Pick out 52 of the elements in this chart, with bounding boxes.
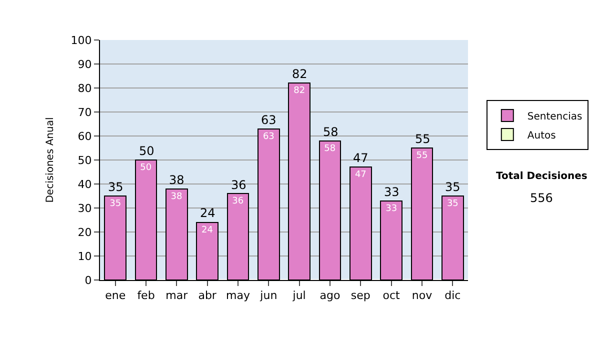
y-tick-label: 100	[70, 34, 92, 47]
total-label: 36	[231, 178, 246, 192]
y-tick-label: 0	[84, 274, 92, 287]
total-label: 38	[169, 173, 184, 187]
data-label: 24	[201, 225, 214, 236]
x-tick-label: jun	[259, 289, 278, 302]
y-tick-label: 50	[78, 154, 92, 167]
y-axis-title: Decisiones Anual	[44, 117, 56, 203]
total-label: 33	[384, 185, 400, 199]
data-label: 36	[232, 196, 244, 207]
x-tick-label: may	[226, 289, 250, 302]
data-label: 55	[416, 151, 428, 161]
y-tick-label: 90	[78, 58, 92, 71]
x-tick-label: dic	[444, 289, 461, 302]
total-label: 47	[353, 151, 368, 165]
y-tick-label: 80	[78, 82, 92, 95]
total-label: 82	[292, 67, 308, 81]
x-tick-label: ago	[320, 289, 340, 302]
data-label: 38	[170, 192, 183, 202]
total-label: 24	[200, 206, 216, 220]
x-tick-label: mar	[166, 289, 188, 302]
y-tick-label: 70	[78, 106, 92, 119]
x-tick-label: sep	[350, 289, 370, 302]
data-label: 58	[324, 144, 336, 154]
x-tick-label: oct	[382, 289, 401, 302]
data-label: 50	[140, 163, 152, 173]
legend-label: Sentencias	[527, 111, 582, 122]
legend-label: Autos	[527, 130, 556, 142]
data-label: 82	[294, 86, 306, 96]
data-label: 35	[446, 199, 458, 209]
x-tick-label: feb	[137, 289, 155, 302]
y-tick-label: 60	[78, 130, 92, 143]
total-label: 58	[323, 125, 338, 139]
y-tick-label: 40	[78, 178, 92, 191]
data-label: 35	[110, 199, 122, 209]
y-tick-label: 10	[78, 250, 92, 263]
data-label: 33	[386, 204, 398, 214]
x-tick-label: ene	[105, 289, 126, 302]
text: 556	[530, 191, 553, 205]
data-label: 47	[354, 170, 366, 180]
x-tick-label: jul	[292, 289, 306, 302]
total-label: 35	[445, 180, 460, 194]
total-label: 63	[261, 113, 276, 127]
data-label: 63	[262, 132, 274, 142]
text: Total Decisiones	[496, 171, 588, 182]
y-tick-label: 20	[78, 226, 92, 239]
y-tick-label: 30	[78, 202, 92, 215]
total-label: 55	[415, 132, 430, 146]
x-tick-label: nov	[412, 289, 433, 302]
total-label: 50	[139, 144, 154, 158]
x-tick-label: abr	[198, 289, 217, 302]
total-label: 35	[108, 180, 124, 194]
